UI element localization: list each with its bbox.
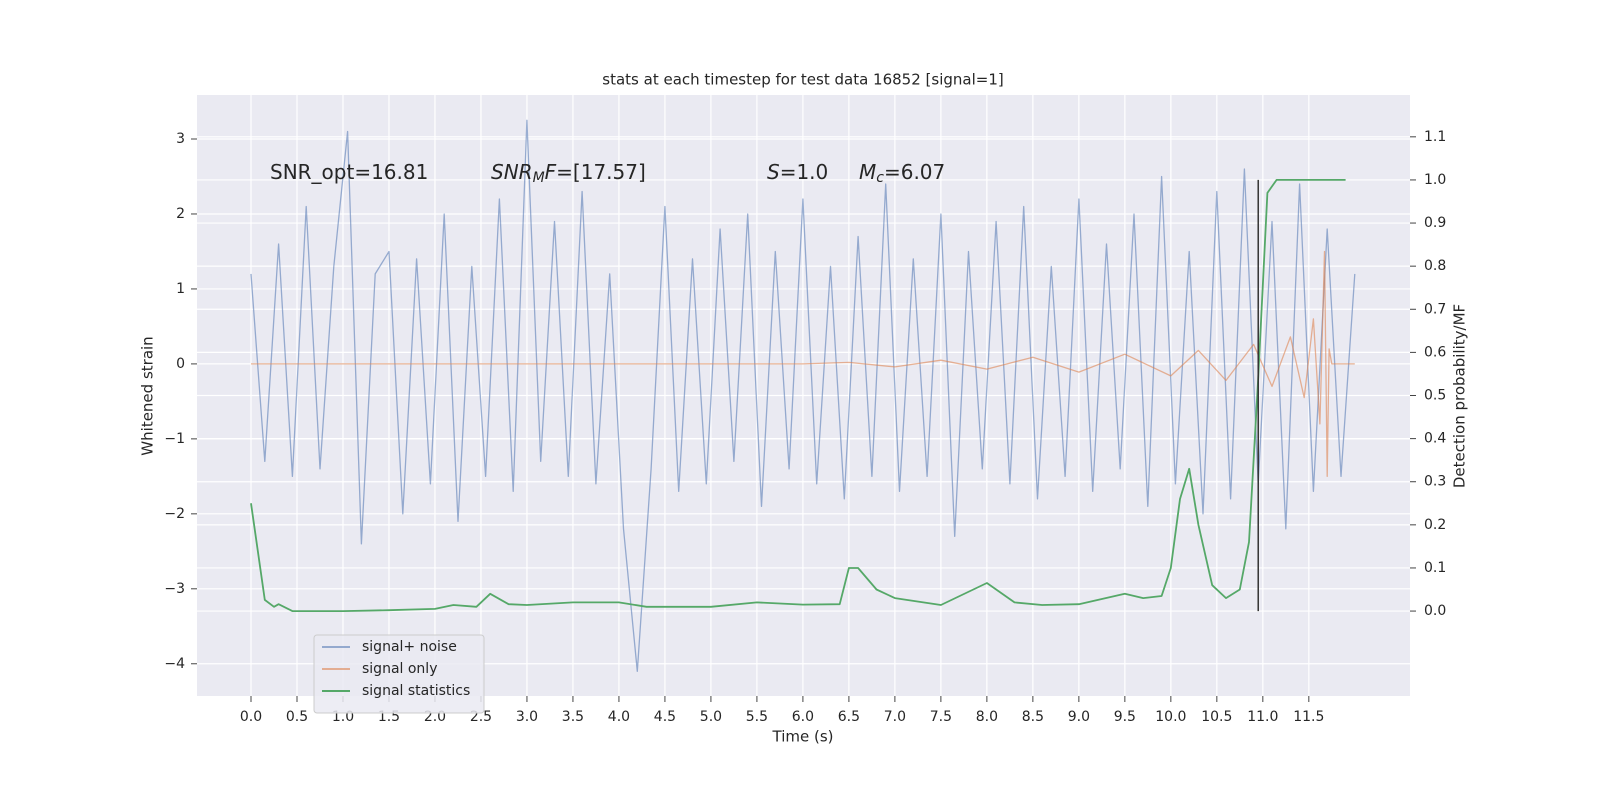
x-tick-label: 3.5	[562, 709, 584, 725]
x-tick-label: 6.5	[838, 709, 860, 725]
chart-title: stats at each timestep for test data 168…	[602, 71, 1003, 89]
y-tick-label: −2	[164, 506, 185, 522]
y2-tick-label: 0.2	[1424, 517, 1446, 533]
x-tick-label: 0.0	[240, 709, 262, 725]
x-tick-label: 5.0	[700, 709, 722, 725]
x-tick-label: 10.0	[1155, 709, 1186, 725]
y2-tick-label: 0.3	[1424, 474, 1446, 490]
series-line	[250, 179, 1346, 612]
annotation-part: SNR	[491, 160, 533, 184]
annotation-part: M	[859, 160, 876, 184]
annotation-part: S	[767, 160, 780, 184]
x-tick-label: 9.0	[1068, 709, 1090, 725]
x-tick-label: 8.5	[1022, 709, 1044, 725]
y2-tick-label: 0.5	[1424, 388, 1446, 404]
legend-box	[313, 634, 485, 714]
x-tick-label: 11.5	[1293, 709, 1324, 725]
x-tick-label: 8.0	[976, 709, 998, 725]
annotation-part: c	[876, 170, 884, 186]
y2-tick-label: 1.0	[1424, 172, 1446, 188]
y2-axis-label: Detection probability/MF	[1451, 304, 1469, 488]
x-tick-label: 9.5	[1114, 709, 1136, 725]
y2-tick-label: 1.1	[1424, 129, 1446, 145]
y-tick-label: −4	[164, 656, 185, 672]
x-tick-label: 0.5	[286, 709, 308, 725]
annotation: Mc=6.07	[859, 160, 945, 187]
y2-tick-label: 0.7	[1424, 301, 1446, 317]
x-tick-label: 7.5	[930, 709, 952, 725]
y2-tick-label: 0.6	[1424, 344, 1446, 360]
x-tick-label: 5.5	[746, 709, 768, 725]
y-tick-label: 2	[176, 206, 185, 222]
y-tick-label: 0	[176, 356, 185, 372]
y-tick-label: −1	[164, 431, 185, 447]
x-tick-label: 4.0	[608, 709, 630, 725]
y2-tick-label: 0.8	[1424, 258, 1446, 274]
series-line	[251, 250, 1355, 478]
x-tick-label: 3.0	[516, 709, 538, 725]
x-tick-label: 11.0	[1247, 709, 1278, 725]
annotation: SNRMF=[17.57]	[491, 160, 646, 187]
y-tick-label: 3	[176, 131, 185, 147]
annotation-part: F	[545, 160, 557, 184]
annotation: S=1.0	[767, 160, 828, 184]
legend-label: signal statistics	[362, 683, 470, 699]
x-axis-label: Time (s)	[772, 728, 834, 746]
x-tick-label: 6.0	[792, 709, 814, 725]
y-axis-label: Whitened strain	[139, 336, 157, 455]
y2-tick-label: 0.9	[1424, 215, 1446, 231]
series-line	[250, 119, 1356, 672]
x-tick-label: 7.0	[884, 709, 906, 725]
legend-label: signal+ noise	[362, 639, 457, 655]
annotation-part: M	[533, 170, 545, 186]
y2-tick-label: 0.0	[1424, 603, 1446, 619]
x-tick-label: 4.5	[654, 709, 676, 725]
y2-tick-label: 0.4	[1424, 431, 1446, 447]
annotation: SNR_opt=16.81	[270, 160, 428, 184]
annotation-part: =6.07	[884, 160, 945, 184]
annotation-part: =[17.57]	[556, 160, 646, 184]
annotation-part: =1.0	[780, 160, 829, 184]
y-tick-label: 1	[176, 281, 185, 297]
x-tick-label: 10.5	[1201, 709, 1232, 725]
legend-label: signal only	[362, 661, 437, 677]
y2-tick-label: 0.1	[1424, 560, 1446, 576]
y-tick-label: −3	[164, 581, 185, 597]
annotation-part: SNR_opt=16.81	[270, 160, 428, 184]
